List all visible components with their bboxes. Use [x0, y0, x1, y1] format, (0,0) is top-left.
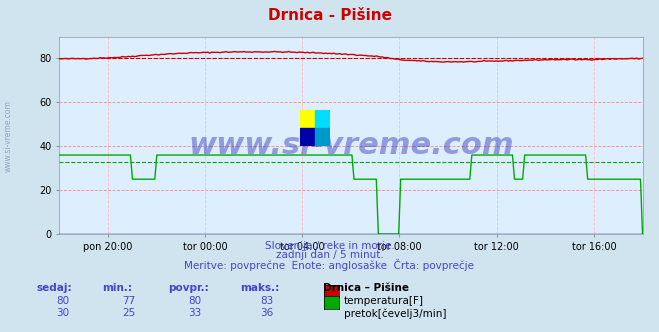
Text: min.:: min.: — [102, 283, 132, 293]
Text: 83: 83 — [260, 296, 273, 306]
Text: 33: 33 — [188, 308, 201, 318]
Bar — [300, 128, 315, 146]
Text: 30: 30 — [56, 308, 69, 318]
Bar — [315, 128, 330, 146]
Text: Slovenija / reke in morje.: Slovenija / reke in morje. — [264, 241, 395, 251]
Text: maks.:: maks.: — [241, 283, 280, 293]
Text: www.si-vreme.com: www.si-vreme.com — [3, 100, 13, 172]
Text: sedaj:: sedaj: — [36, 283, 72, 293]
Text: 36: 36 — [260, 308, 273, 318]
Text: povpr.:: povpr.: — [168, 283, 209, 293]
Text: www.si-vreme.com: www.si-vreme.com — [188, 131, 514, 160]
Text: zadnji dan / 5 minut.: zadnji dan / 5 minut. — [275, 250, 384, 260]
Text: 80: 80 — [188, 296, 201, 306]
Text: 25: 25 — [122, 308, 135, 318]
Text: Drnica - Pišine: Drnica - Pišine — [268, 8, 391, 23]
Text: 77: 77 — [122, 296, 135, 306]
Text: Meritve: povprečne  Enote: anglosaške  Črta: povprečje: Meritve: povprečne Enote: anglosaške Črt… — [185, 259, 474, 271]
Text: temperatura[F]: temperatura[F] — [344, 296, 424, 306]
Bar — [315, 110, 330, 128]
Text: 80: 80 — [56, 296, 69, 306]
Bar — [300, 110, 315, 128]
Text: pretok[čevelj3/min]: pretok[čevelj3/min] — [344, 308, 447, 319]
Text: Drnica – Pišine: Drnica – Pišine — [323, 283, 409, 293]
